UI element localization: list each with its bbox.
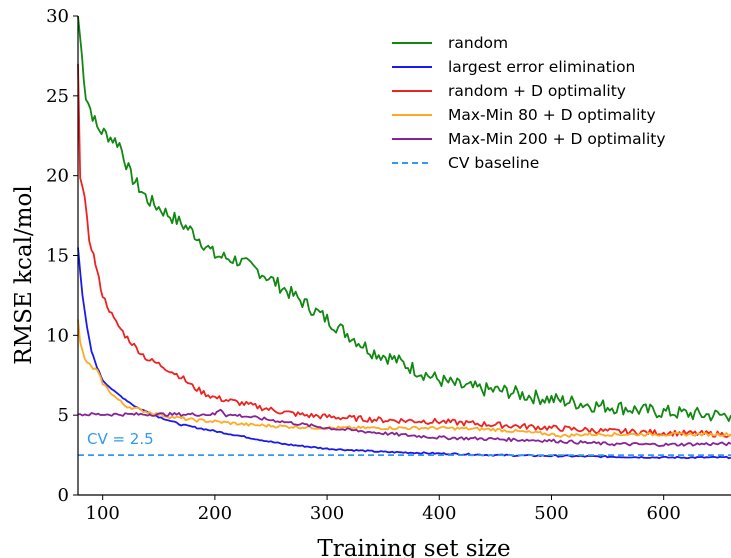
x-tick-label-0: 100 — [86, 503, 120, 524]
y-tick-label-4: 20 — [46, 166, 69, 187]
x-tick-label-5: 600 — [647, 503, 681, 524]
legend-label-3: Max-Min 80 + D optimality — [448, 106, 656, 124]
y-tick-label-5: 25 — [46, 86, 69, 107]
y-axis-title: RMSE kcal/mol — [11, 185, 37, 364]
y-tick-label-2: 10 — [46, 325, 69, 346]
series-line-3 — [77, 319, 731, 438]
series-line-4 — [77, 408, 731, 448]
series-line-0 — [77, 15, 731, 423]
series-line-2 — [77, 63, 731, 438]
x-axis-title: Training set size — [317, 536, 510, 558]
legend: random largest error elimination random + … — [392, 34, 666, 172]
series-line-1 — [77, 247, 731, 460]
y-tick-label-3: 15 — [46, 246, 69, 267]
legend-label-0: random — [448, 34, 508, 52]
x-tick-label-1: 200 — [198, 503, 232, 524]
legend-label-4: Max-Min 200 + D optimality — [448, 130, 666, 148]
cv-annotation: CV = 2.5 — [87, 430, 154, 448]
y-tick-label-1: 5 — [58, 405, 69, 426]
legend-label-5: CV baseline — [448, 154, 539, 172]
x-tick-label-3: 400 — [422, 503, 456, 524]
y-tick-label-6: 30 — [46, 6, 69, 27]
y-tick-label-0: 0 — [58, 485, 69, 506]
x-tick-label-2: 300 — [310, 503, 344, 524]
x-tick-label-4: 500 — [534, 503, 568, 524]
plot-lines — [77, 15, 731, 460]
ticks: 100 200 300 400 500 600 0 5 10 15 20 25 30 — [46, 6, 681, 524]
legend-label-1: largest error elimination — [448, 58, 635, 76]
legend-label-2: random + D optimality — [448, 82, 626, 100]
